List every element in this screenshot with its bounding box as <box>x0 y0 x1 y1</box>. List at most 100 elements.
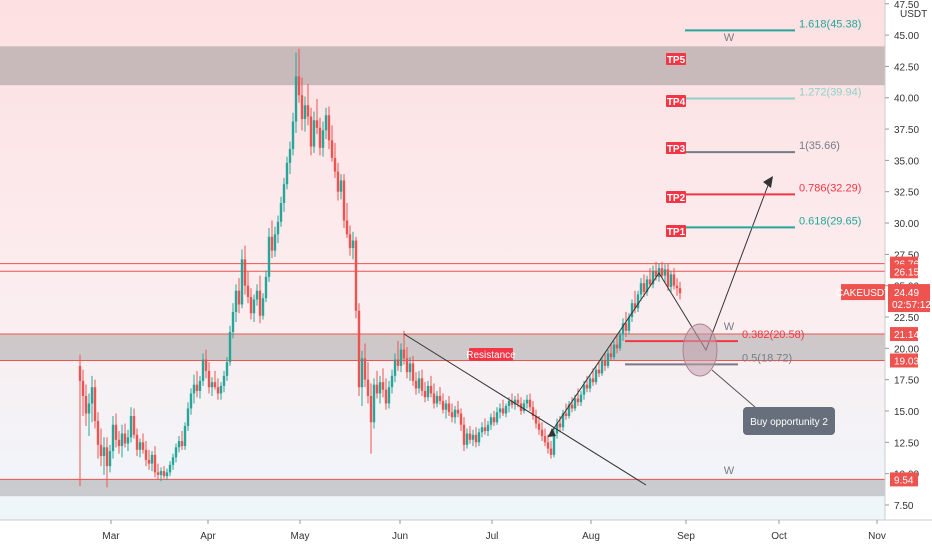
candle-body-130 <box>468 433 472 440</box>
candle-body-132 <box>474 434 478 443</box>
x-tick-label-3: Jun <box>392 531 408 542</box>
candle-body-19 <box>135 434 139 450</box>
wave-label-1: W <box>724 321 735 333</box>
candle-body-42 <box>204 359 208 371</box>
candle-body-177 <box>609 353 613 358</box>
candle-body-156 <box>546 442 550 449</box>
x-tick-label-1: Apr <box>200 531 216 542</box>
y-tick-label-0: 7.50 <box>894 501 914 512</box>
y-tick-label-5: 20.00 <box>894 344 919 355</box>
x-tick-label-6: Sep <box>677 531 695 542</box>
candle-body-81 <box>321 130 325 148</box>
target-tag-0 <box>666 53 686 65</box>
candle-body-67 <box>279 202 283 222</box>
candle-body-61 <box>261 298 265 316</box>
candle-body-146 <box>516 399 520 404</box>
candle-body-144 <box>510 400 514 405</box>
resistance-label: Resistance <box>466 350 516 361</box>
price-tag-label-2: 21.14 <box>894 330 919 341</box>
price-tag-label-1: 26.15 <box>894 267 919 278</box>
candle-body-200 <box>678 288 682 294</box>
candle-body-176 <box>606 353 610 366</box>
x-tick-label-4: Jul <box>486 531 499 542</box>
candle-body-13 <box>117 439 121 447</box>
target-tag-label-1: TP4 <box>667 97 686 108</box>
candle-body-65 <box>273 234 277 251</box>
candle-body-179 <box>615 344 619 349</box>
candle-body-161 <box>561 413 565 428</box>
candle-body-96 <box>366 379 370 396</box>
candle-body-36 <box>186 408 190 427</box>
plot-background <box>0 0 885 520</box>
candle-body-164 <box>570 404 574 409</box>
price-tag-label-3: 19.03 <box>894 356 919 367</box>
candle-body-126 <box>456 409 460 414</box>
candle-body-170 <box>588 378 592 389</box>
candle-body-43 <box>207 370 211 388</box>
candle-body-69 <box>285 162 289 185</box>
candle-body-56 <box>246 285 250 297</box>
y-tick-label-15: 45.00 <box>894 31 919 42</box>
fib-label-1: 1.272(39.94) <box>799 86 861 98</box>
candle-body-62 <box>264 276 268 299</box>
candle-body-198 <box>672 274 676 286</box>
candle-body-152 <box>534 416 538 424</box>
last-price-countdown: 02:57:12 <box>892 300 931 311</box>
candle-body-27 <box>159 471 163 475</box>
candle-body-0 <box>78 365 82 381</box>
target-tag-1 <box>666 95 686 107</box>
candle-body-151 <box>531 407 535 416</box>
candle-body-99 <box>375 384 379 394</box>
candle-body-159 <box>555 423 559 434</box>
candle-body-119 <box>435 395 439 404</box>
projection-path <box>547 179 771 438</box>
candle-body-192 <box>654 270 658 277</box>
candle-body-77 <box>309 116 313 147</box>
candle-body-174 <box>600 360 604 374</box>
candle-body-102 <box>384 389 388 404</box>
candle-body-172 <box>594 369 598 383</box>
candle-body-57 <box>249 296 253 314</box>
candle-body-64 <box>270 236 274 251</box>
candle-body-82 <box>324 115 328 131</box>
candle-body-93 <box>357 310 361 388</box>
candle-body-184 <box>630 303 634 318</box>
callout-text: Buy opportunity 2 <box>750 417 828 428</box>
candle-body-58 <box>252 299 256 314</box>
candle-body-162 <box>564 413 568 416</box>
fib-label-2: 1(35.66) <box>799 140 840 152</box>
buy-zone-circle <box>682 323 718 377</box>
y-tick-label-6: 22.50 <box>894 313 919 324</box>
candle-body-112 <box>414 380 418 389</box>
x-tick-label-2: May <box>291 531 310 542</box>
candle-body-123 <box>447 403 451 413</box>
candle-body-37 <box>189 393 193 409</box>
candle-body-24 <box>150 454 154 464</box>
candle-body-22 <box>144 449 148 460</box>
y-tick-label-12: 37.50 <box>894 125 919 136</box>
candle-body-79 <box>315 120 319 128</box>
candle-body-1 <box>81 380 85 396</box>
y-tick-label-13: 40.00 <box>894 94 919 105</box>
y-tick-label-9: 30.00 <box>894 219 919 230</box>
candle-body-23 <box>147 459 151 464</box>
y-tick-label-16: 47.50 <box>894 0 919 11</box>
price-tag-2 <box>890 327 918 342</box>
fib-label-6: 0.5(18.72) <box>742 352 792 364</box>
candle-body-97 <box>369 395 373 423</box>
candle-body-173 <box>597 369 601 374</box>
candle-body-103 <box>387 387 391 404</box>
callout-box <box>743 407 835 435</box>
candle-body-104 <box>390 375 394 388</box>
candle-body-109 <box>405 358 409 373</box>
zone-1 <box>0 334 885 361</box>
candle-body-32 <box>174 447 178 458</box>
candle-body-66 <box>276 221 280 235</box>
candle-body-190 <box>648 279 652 285</box>
projection-arrowhead-top <box>763 176 773 188</box>
candle-body-50 <box>228 332 232 363</box>
candle-body-181 <box>621 323 625 335</box>
candle-body-10 <box>108 451 112 467</box>
candle-body-157 <box>549 448 553 455</box>
